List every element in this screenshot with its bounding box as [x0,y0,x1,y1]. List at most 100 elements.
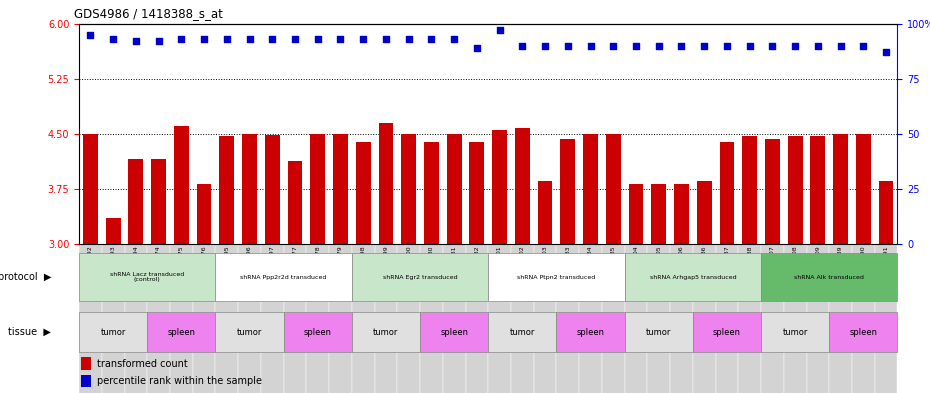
Point [379,36,393,42]
FancyBboxPatch shape [579,244,602,393]
Text: spleen: spleen [304,328,332,336]
Point [152,38,166,44]
Point [833,42,848,49]
Bar [284,312,352,352]
Text: spleen: spleen [167,328,195,336]
Text: percentile rank within the sample: percentile rank within the sample [97,376,262,386]
FancyBboxPatch shape [647,244,671,393]
Text: shRNA Egr2 transduced: shRNA Egr2 transduced [383,275,458,279]
FancyBboxPatch shape [852,244,875,393]
Point [196,36,211,42]
FancyBboxPatch shape [375,244,397,393]
Point [333,36,348,42]
FancyBboxPatch shape [101,244,125,393]
Bar [79,253,216,301]
Point [742,42,757,49]
Bar [720,142,735,244]
Point [470,45,485,51]
Bar [106,218,121,244]
Bar [765,139,779,244]
Point [765,42,780,49]
Bar [81,375,90,387]
FancyBboxPatch shape [420,244,443,393]
FancyBboxPatch shape [625,244,647,393]
Point [879,49,894,55]
Bar [81,357,90,369]
Bar [352,312,420,352]
FancyBboxPatch shape [193,244,216,393]
Text: tumor: tumor [510,328,535,336]
Point [356,36,371,42]
Text: spleen: spleen [849,328,877,336]
FancyBboxPatch shape [761,244,784,393]
FancyBboxPatch shape [466,244,488,393]
Bar [219,136,234,244]
Point [605,42,620,49]
Bar [879,180,894,244]
Bar [583,134,598,244]
Bar [833,134,848,244]
FancyBboxPatch shape [306,244,329,393]
FancyBboxPatch shape [875,244,897,393]
FancyBboxPatch shape [830,244,852,393]
Text: tumor: tumor [373,328,399,336]
Bar [856,134,870,244]
FancyBboxPatch shape [784,244,806,393]
Point [583,42,598,49]
Point [83,31,98,38]
Point [446,36,461,42]
FancyBboxPatch shape [693,244,715,393]
Point [629,42,644,49]
Bar [625,253,761,301]
Bar [693,312,761,352]
Bar [287,162,302,244]
Bar [356,142,370,244]
FancyBboxPatch shape [125,244,147,393]
FancyBboxPatch shape [170,244,193,393]
Bar [470,142,485,244]
Bar [605,134,620,244]
Bar [830,312,897,352]
Bar [556,312,625,352]
Bar [216,312,284,352]
Point [697,42,711,49]
Bar [128,159,143,244]
Bar [424,142,439,244]
Point [219,36,234,42]
FancyBboxPatch shape [147,244,170,393]
Text: tumor: tumor [646,328,671,336]
Point [538,42,552,49]
Bar [742,136,757,244]
Bar [538,180,552,244]
Point [242,36,257,42]
Text: tumor: tumor [100,328,126,336]
FancyBboxPatch shape [238,244,261,393]
Bar [79,312,147,352]
Text: shRNA Ppp2r2d transduced: shRNA Ppp2r2d transduced [241,275,326,279]
Text: GDS4986 / 1418388_s_at: GDS4986 / 1418388_s_at [74,7,223,20]
Point [401,36,416,42]
Text: spleen: spleen [713,328,741,336]
FancyBboxPatch shape [443,244,466,393]
Bar [196,184,211,244]
Point [561,42,576,49]
Text: spleen: spleen [440,328,468,336]
Bar [651,184,666,244]
Bar [810,136,825,244]
Bar [488,253,625,301]
FancyBboxPatch shape [806,244,830,393]
Point [492,27,507,33]
Point [311,36,325,42]
Bar [265,135,280,244]
Text: spleen: spleen [577,328,604,336]
Text: shRNA Alk transduced: shRNA Alk transduced [794,275,864,279]
Bar [216,253,352,301]
Bar [379,123,393,244]
FancyBboxPatch shape [352,244,375,393]
Point [720,42,735,49]
FancyBboxPatch shape [556,244,579,393]
FancyBboxPatch shape [488,244,511,393]
Text: shRNA Arhgap5 transduced: shRNA Arhgap5 transduced [649,275,737,279]
FancyBboxPatch shape [671,244,693,393]
Bar [788,136,803,244]
